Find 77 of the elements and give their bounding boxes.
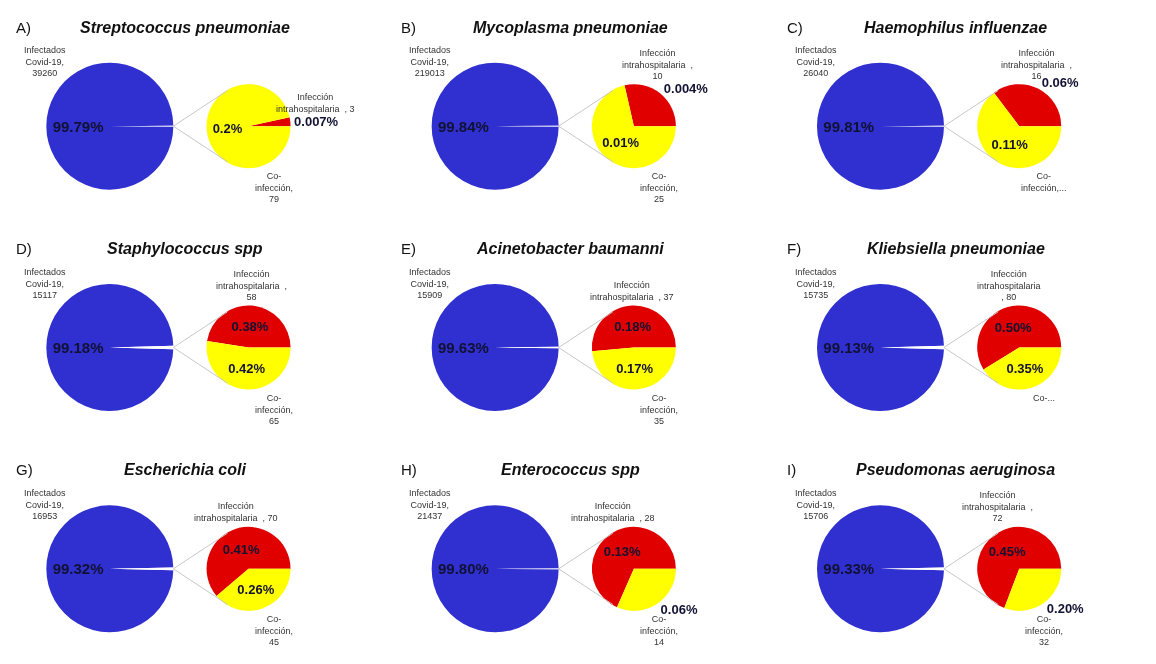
slice-label: Infección intrahospitalaria , 72 [962, 490, 1034, 524]
slice-label: Infectados Covid-19, 21437 [409, 488, 452, 522]
chart-subtitle: A) [16, 19, 31, 36]
data-label: 0.17% [616, 360, 654, 376]
data-label: 0.06% [660, 601, 698, 617]
chart-subtitle: B) [401, 19, 416, 36]
pie-slice [206, 526, 291, 596]
slice-label: Infectados Covid-19, 15909 [409, 267, 452, 301]
chart-title: Kliebsiella pneumoniae [867, 240, 1045, 257]
data-label: 0.42% [228, 360, 266, 376]
data-label: 0.004% [663, 81, 709, 97]
slice-label: Co-... [1033, 393, 1056, 403]
slice-label: Infectados Covid-19, 39260 [24, 45, 67, 79]
slice-label: Infectados Covid-19, 15735 [795, 267, 838, 301]
data-label: 0.18% [614, 319, 652, 335]
data-label: 0.35% [1006, 360, 1044, 376]
chart-title: Staphylococcus spp [107, 240, 263, 257]
chart-title: Haemophilus influenzae [864, 19, 1048, 36]
pie-slice [109, 345, 174, 350]
chart-title: Escherichia coli [124, 461, 247, 478]
data-label: 0.20% [1046, 600, 1085, 616]
chart-title: Pseudomonas aeruginosa [856, 461, 1056, 478]
data-label: 99.33% [823, 560, 875, 578]
pie-slice [206, 340, 291, 390]
slice-label: Co- infección, 25 [640, 171, 679, 205]
chart-subtitle: H) [401, 461, 417, 478]
data-label: 0.38% [231, 319, 269, 335]
data-label: 0.13% [603, 543, 642, 559]
data-label: 0.41% [222, 541, 260, 557]
data-label: 0.007% [294, 114, 339, 130]
slice-label: Infección intrahospitalaria , 28 [571, 501, 655, 523]
data-label: 99.13% [823, 338, 875, 356]
slice-label: Infección intrahospitalaria , 58 [216, 269, 288, 303]
slice-label: Co- infección, 45 [255, 614, 294, 648]
data-label: 0.11% [991, 137, 1029, 153]
chart-subtitle: C) [787, 19, 803, 36]
pie-slice [977, 92, 1062, 169]
data-label: 99.84% [437, 117, 489, 135]
slice-label: Infección intrahospitalaria , 70 [194, 501, 278, 523]
data-label: 99.63% [437, 338, 489, 356]
pie-slice [591, 305, 676, 352]
chart-subtitle: E) [401, 240, 416, 257]
slice-label: Co- infección, 32 [1025, 614, 1064, 648]
chart-title: Enterococcus spp [501, 461, 640, 478]
slice-label: Infección intrahospitalaria , 10 [622, 48, 694, 82]
chart-title: Mycoplasma pneumoniae [473, 19, 668, 36]
chart-title: Acinetobacter baumanni [476, 240, 665, 257]
pie-slice [880, 345, 944, 350]
chart-subtitle: G) [16, 461, 33, 478]
slice-label: Infectados Covid-19, 16953 [24, 488, 67, 522]
slice-label: Co- infección, 14 [640, 614, 679, 648]
slice-label: Infectados Covid-19, 26040 [795, 45, 838, 79]
data-label: 99.18% [52, 338, 104, 356]
slice-label: Infectados Covid-19, 219013 [409, 45, 452, 79]
chart-subtitle: D) [16, 240, 32, 257]
pie-slice [983, 347, 1062, 390]
slice-label: Infección intrahospitalaria , 37 [590, 280, 674, 302]
data-label: 0.26% [237, 581, 275, 597]
data-label: 99.79% [52, 117, 104, 135]
data-label: 0.01% [602, 135, 640, 151]
chart-subtitle: F) [787, 240, 802, 257]
chart-subtitle: I) [787, 461, 797, 478]
data-label: 0.45% [988, 544, 1026, 560]
data-label: 0.50% [994, 319, 1033, 335]
slice-label: Infección intrahospitalaria , 80 [977, 269, 1041, 303]
pie-slice [592, 347, 676, 390]
slice-label: Co- infección, 79 [255, 171, 294, 205]
slice-label: Infectados Covid-19, 15706 [795, 488, 838, 522]
data-label: 99.81% [823, 117, 875, 135]
data-label: 99.80% [437, 560, 489, 578]
data-label: 99.32% [52, 560, 104, 578]
chart-title: Streptococcus pneumoniae [80, 19, 290, 36]
slice-label: Co- infección, 35 [640, 393, 679, 427]
slice-label: Co- infección,... [1021, 171, 1067, 193]
slice-label: Infectados Covid-19, 15117 [24, 267, 67, 301]
slice-label: Co- infección, 65 [255, 393, 294, 427]
data-label: 0.2% [212, 120, 243, 136]
